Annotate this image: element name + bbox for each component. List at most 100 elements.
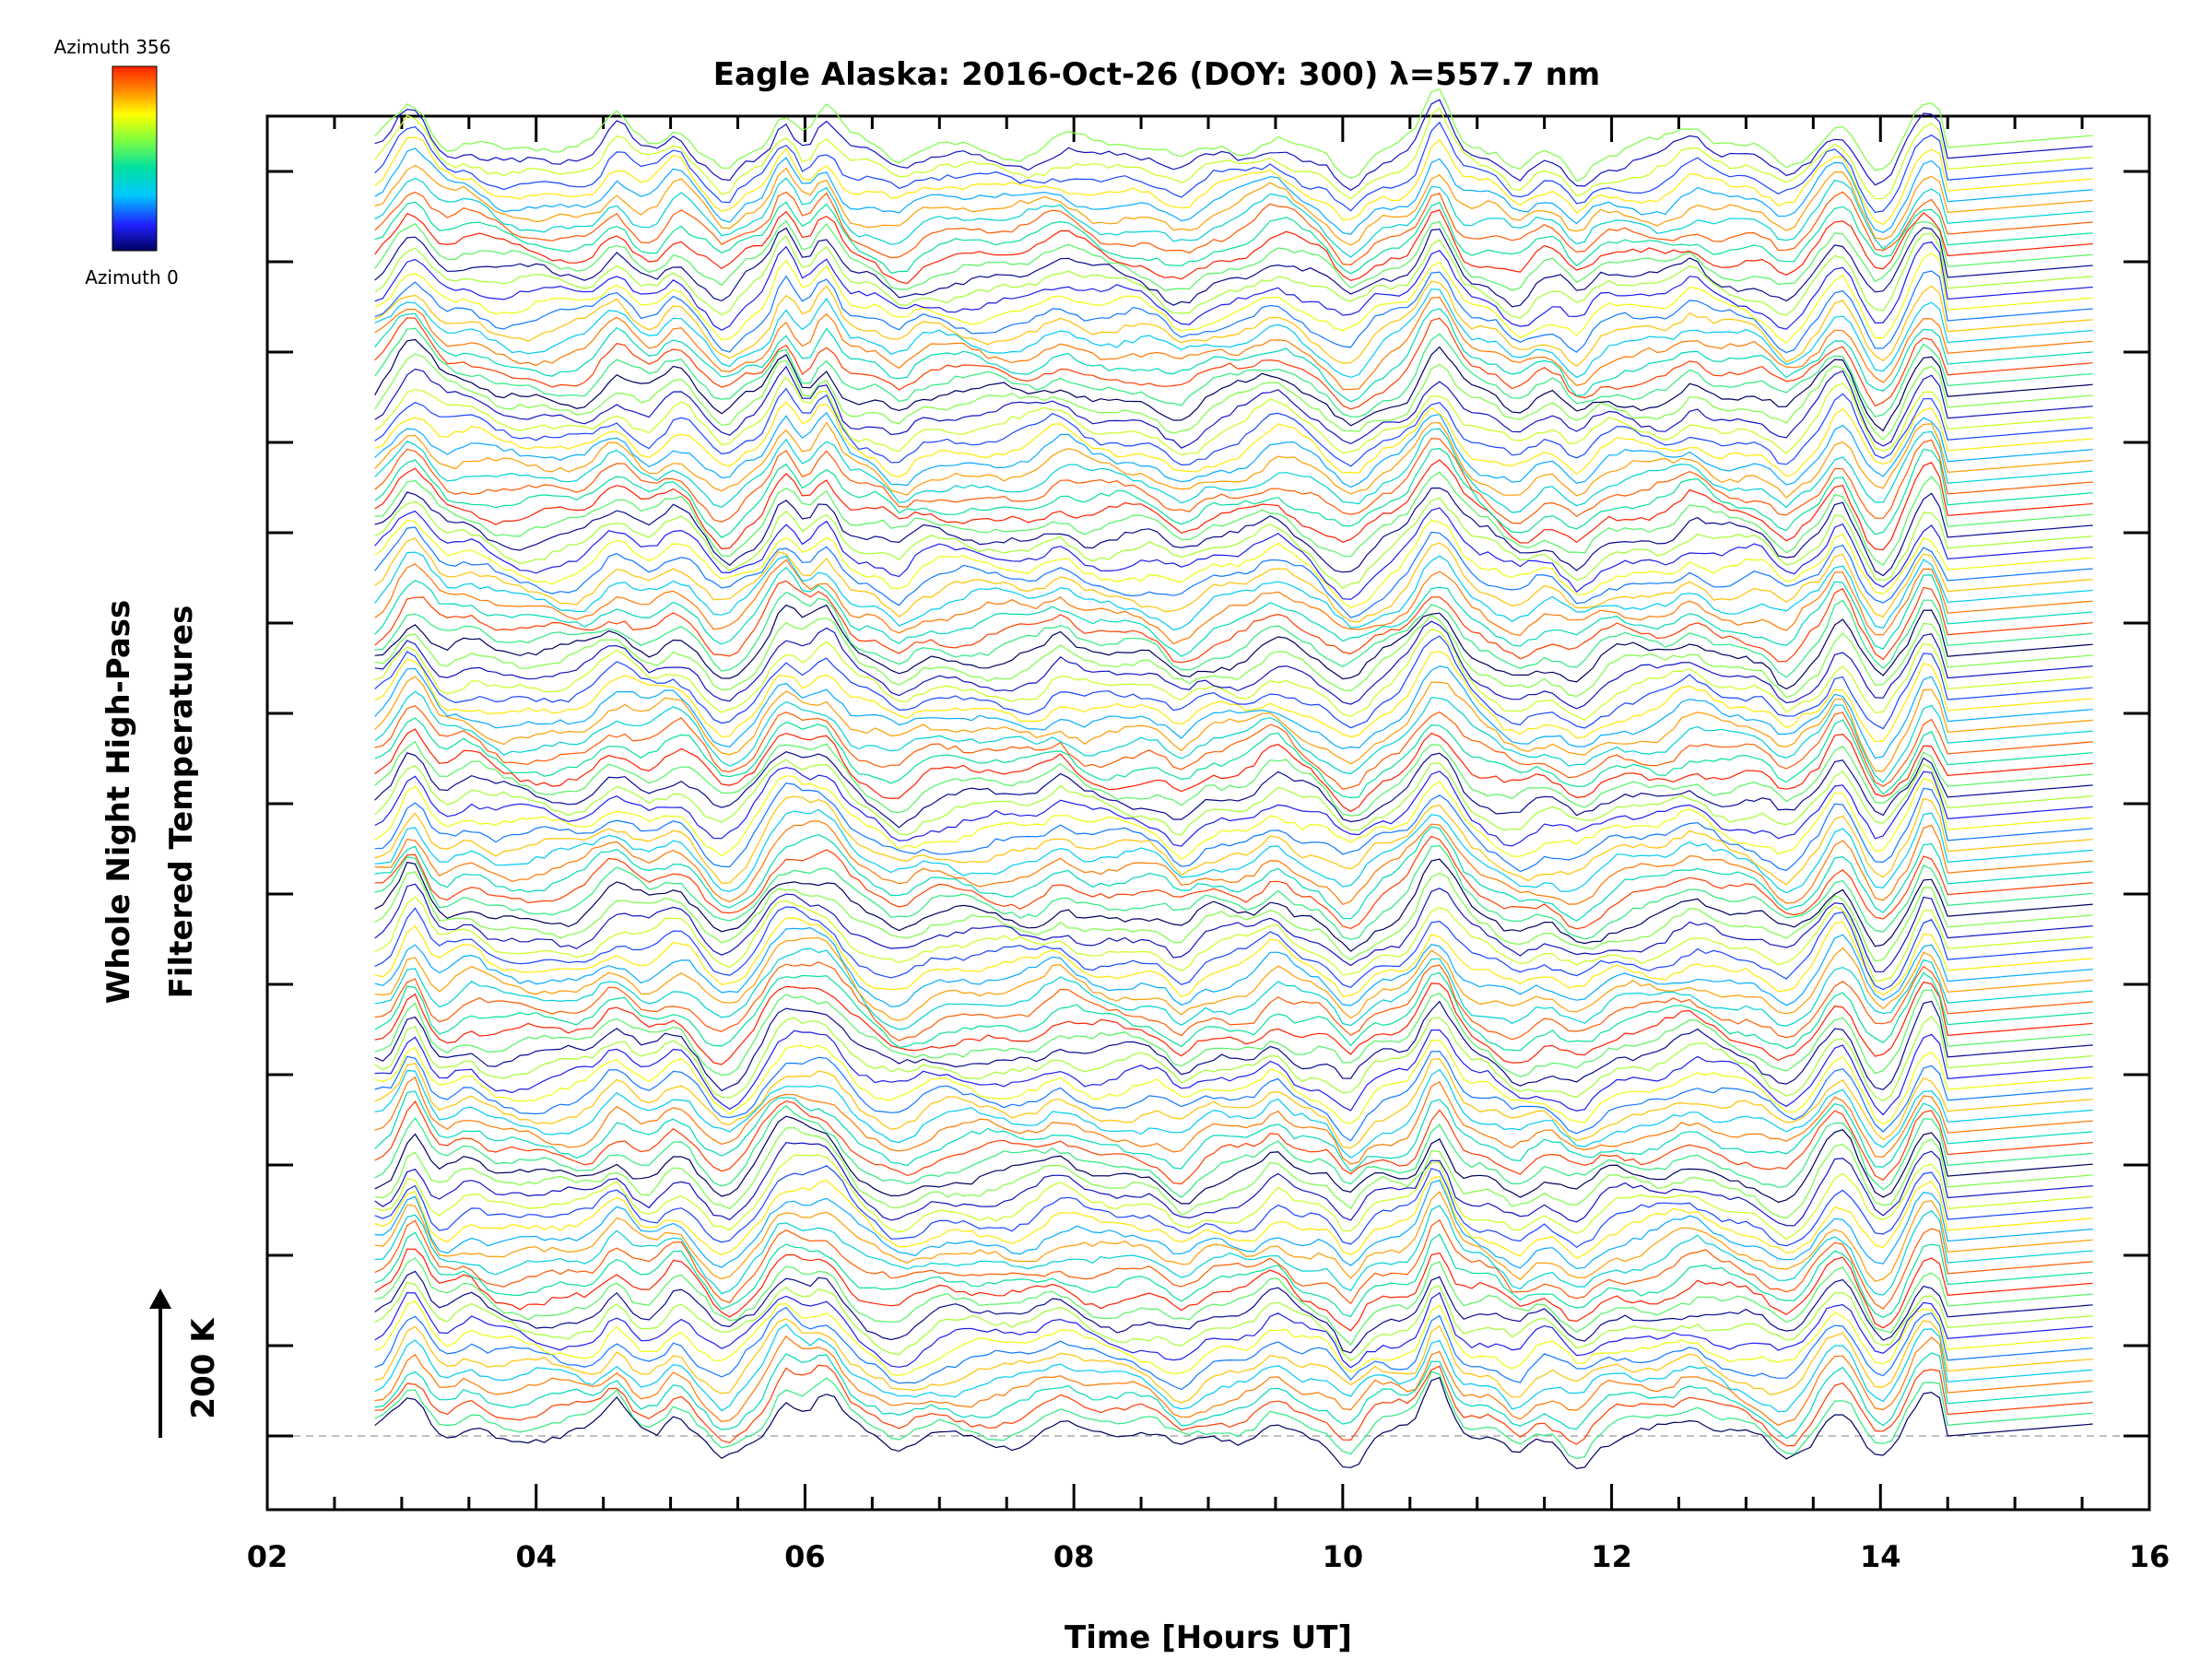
series-line bbox=[374, 1364, 2093, 1447]
series-line bbox=[374, 947, 2093, 1030]
series-line bbox=[374, 740, 2093, 817]
series-line bbox=[374, 1179, 2093, 1269]
series-line bbox=[374, 526, 2093, 618]
y-axis-label-line2: Filtered Temperatures bbox=[163, 606, 200, 999]
series-line bbox=[374, 387, 2093, 467]
series-line bbox=[374, 1335, 2093, 1427]
series-line bbox=[374, 401, 2093, 477]
series-line bbox=[374, 241, 2093, 331]
series-line bbox=[374, 280, 2093, 368]
series-line bbox=[374, 177, 2093, 258]
series-line bbox=[374, 604, 2093, 690]
series-line bbox=[374, 751, 2093, 829]
series-line bbox=[374, 989, 2093, 1077]
series-line bbox=[374, 775, 2093, 860]
colorbar bbox=[112, 65, 158, 252]
x-tick-label: 08 bbox=[1053, 1539, 1095, 1574]
series-line bbox=[374, 1016, 2093, 1102]
series-line bbox=[374, 353, 2093, 441]
series-line bbox=[374, 1324, 2093, 1413]
series-line bbox=[374, 227, 2093, 308]
series-line bbox=[374, 288, 2093, 379]
series-line bbox=[374, 826, 2093, 923]
series-line bbox=[374, 270, 2093, 354]
series-line bbox=[374, 327, 2093, 418]
series-line bbox=[374, 252, 2093, 344]
series-line bbox=[374, 459, 2093, 551]
x-tick-label: 10 bbox=[1323, 1539, 1364, 1574]
x-tick-label: 12 bbox=[1591, 1539, 1632, 1574]
series-line bbox=[374, 628, 2093, 721]
series-line bbox=[374, 759, 2093, 836]
series-line bbox=[374, 471, 2093, 567]
series-line bbox=[374, 1306, 2093, 1391]
x-tick-label: 16 bbox=[2129, 1539, 2171, 1574]
series-line bbox=[374, 1270, 2093, 1354]
series-line bbox=[374, 1300, 2093, 1376]
series-line bbox=[374, 421, 2093, 500]
series-line bbox=[374, 820, 2093, 906]
series-line bbox=[374, 896, 2093, 982]
series-line bbox=[374, 107, 2093, 200]
series-line bbox=[374, 767, 2093, 847]
series-line bbox=[374, 690, 2093, 783]
series-line bbox=[374, 858, 2093, 952]
series-line bbox=[374, 1376, 2093, 1470]
series-line bbox=[374, 1281, 2093, 1361]
series-line bbox=[374, 296, 2093, 391]
series-line bbox=[374, 428, 2093, 513]
series-line bbox=[374, 317, 2093, 410]
y-axis-label-line1: Whole Night High-Pass bbox=[100, 600, 137, 1005]
series-line bbox=[374, 1175, 2093, 1260]
series-line bbox=[374, 1205, 2093, 1296]
x-axis-label: Time [Hours UT] bbox=[1065, 1619, 1352, 1656]
series-line bbox=[374, 1231, 2093, 1319]
series-line bbox=[374, 620, 2093, 710]
series-line bbox=[374, 1371, 2093, 1460]
series-line bbox=[374, 1105, 2093, 1198]
series-line bbox=[374, 1090, 2093, 1172]
series-group bbox=[374, 88, 2093, 1470]
chart-title: Eagle Alaska: 2016-Oct-26 (DOY: 300) λ=5… bbox=[713, 56, 1600, 93]
series-line bbox=[374, 537, 2093, 623]
series-line bbox=[374, 844, 2093, 940]
axis-ticks bbox=[265, 116, 2151, 1510]
series-line bbox=[374, 201, 2093, 275]
series-line bbox=[374, 676, 2093, 772]
series-line bbox=[374, 551, 2093, 631]
series-line bbox=[374, 591, 2093, 678]
series-line bbox=[374, 1352, 2093, 1440]
series-line bbox=[374, 1191, 2093, 1282]
series-line bbox=[374, 1039, 2093, 1125]
series-line bbox=[374, 936, 2093, 1021]
series-line bbox=[374, 99, 2093, 192]
x-tick-label: 04 bbox=[515, 1539, 557, 1574]
series-line bbox=[374, 308, 2093, 403]
series-line bbox=[374, 728, 2093, 813]
series-line bbox=[374, 1165, 2093, 1249]
series-line bbox=[374, 917, 2093, 998]
series-line bbox=[374, 906, 2093, 991]
series-line bbox=[374, 808, 2093, 894]
series-line bbox=[374, 1051, 2093, 1142]
series-line bbox=[374, 566, 2093, 657]
series-line bbox=[374, 883, 2093, 972]
series-line bbox=[374, 411, 2093, 488]
series-line bbox=[374, 1291, 2093, 1369]
colorbar-label-top: Azimuth 356 bbox=[54, 36, 171, 58]
x-tick-label: 06 bbox=[784, 1539, 826, 1574]
series-line bbox=[374, 1115, 2093, 1205]
series-line bbox=[374, 136, 2093, 226]
series-line bbox=[374, 1100, 2093, 1185]
series-line bbox=[374, 926, 2093, 1007]
colorbar-label-bottom: Azimuth 0 bbox=[85, 266, 179, 288]
series-line bbox=[374, 507, 2093, 600]
series-line bbox=[374, 164, 2093, 246]
series-line bbox=[374, 580, 2093, 664]
series-line bbox=[374, 651, 2093, 743]
series-line bbox=[374, 232, 2093, 319]
series-line bbox=[374, 1076, 2093, 1165]
series-line bbox=[374, 1318, 2093, 1404]
series-line bbox=[374, 981, 2093, 1065]
